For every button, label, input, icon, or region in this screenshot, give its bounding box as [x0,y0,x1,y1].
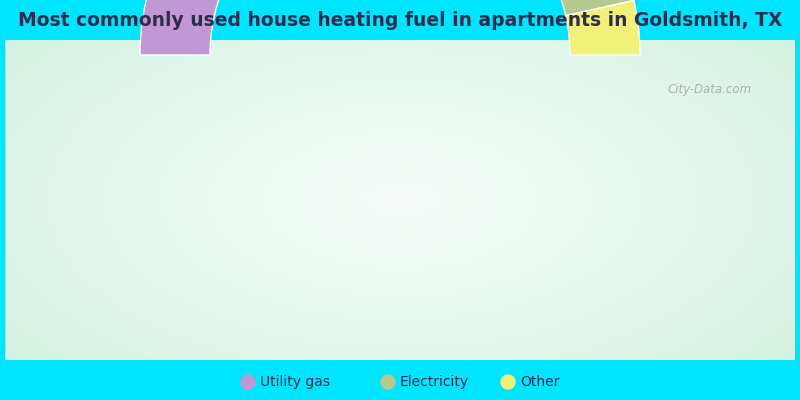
Circle shape [381,375,395,389]
Circle shape [241,375,255,389]
Bar [0,360,800,400]
Wedge shape [566,0,640,55]
Bar [0,0,800,40]
Bar [795,40,800,360]
Text: Other: Other [520,375,559,389]
Text: City-Data.com: City-Data.com [668,84,752,96]
Text: Electricity: Electricity [400,375,469,389]
Circle shape [501,375,515,389]
Text: Most commonly used house heating fuel in apartments in Goldsmith, TX: Most commonly used house heating fuel in… [18,10,782,30]
Wedge shape [140,0,566,55]
Wedge shape [518,0,634,16]
Bar [0,40,5,360]
Text: Utility gas: Utility gas [260,375,330,389]
